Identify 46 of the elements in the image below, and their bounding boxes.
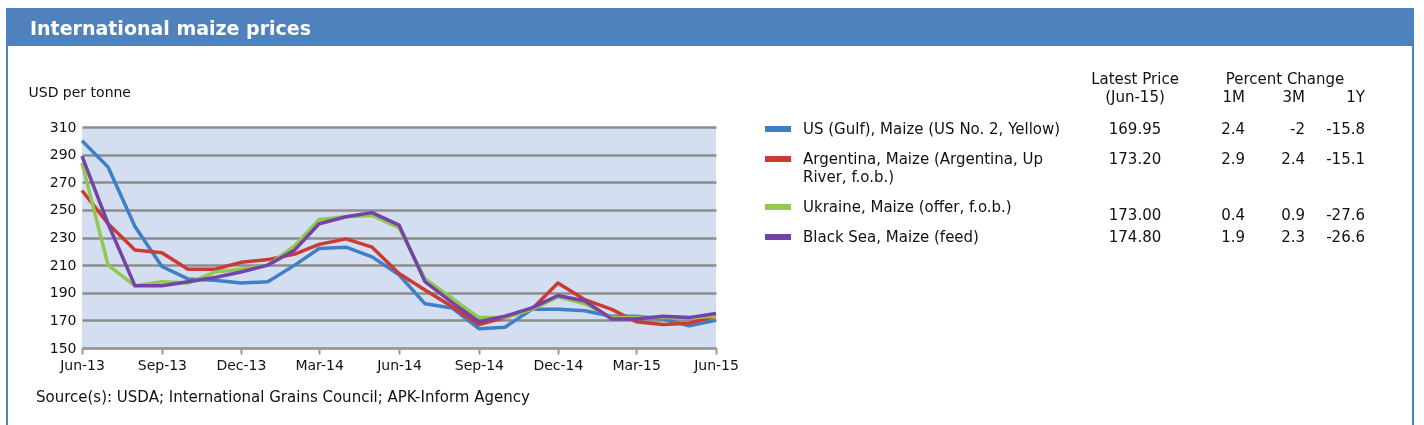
text: 0.9 <box>1280 205 1305 226</box>
x-tick-label: Mar-14 <box>295 356 344 373</box>
y-tick-label: 170 <box>49 311 77 328</box>
text: 2.9 <box>1220 150 1245 170</box>
x-tick-label: Dec-14 <box>533 356 584 373</box>
text: -15.8 <box>1325 119 1365 140</box>
text: 3M <box>1281 88 1305 106</box>
text: 0.4 <box>1220 205 1245 226</box>
text: 1M <box>1221 88 1245 106</box>
chart-title: International maize prices <box>8 10 1412 46</box>
text: -15.1 <box>1325 150 1365 170</box>
text: 169.95 <box>1107 119 1163 140</box>
y-tick-label: 250 <box>49 201 77 218</box>
legend-label: Argentina, Maize (Argentina, Up River, f.o.b.) <box>803 150 1044 188</box>
x-tick-label: Jun-15 <box>693 356 739 373</box>
text: Percent Change <box>1224 70 1346 88</box>
text: 2.3 <box>1280 228 1305 246</box>
y-tick-label: 210 <box>49 256 77 273</box>
y-tick-label: 270 <box>49 173 77 190</box>
text: -2 <box>1289 119 1305 140</box>
x-tick-label: Mar-15 <box>612 356 661 373</box>
text: 174.80 <box>1107 228 1163 246</box>
text: Latest Price (Jun-15) <box>1090 70 1180 106</box>
text: 2.4 <box>1220 119 1245 140</box>
text: -26.6 <box>1325 228 1365 246</box>
legend-label: US (Gulf), Maize (US No. 2, Yellow) <box>803 119 1062 140</box>
text: 173.00 <box>1107 205 1163 226</box>
y-tick-label: 190 <box>49 284 77 301</box>
x-tick-label: Sep-13 <box>137 356 188 373</box>
x-tick-label: Sep-14 <box>454 356 505 373</box>
x-tick-label: Jun-13 <box>59 356 105 373</box>
legend-label: Black Sea, Maize (feed) <box>803 228 980 246</box>
text: 173.20 <box>1107 150 1163 170</box>
text: 2.4 <box>1280 150 1305 170</box>
text: 1.9 <box>1220 228 1245 246</box>
y-tick-label: 150 <box>49 339 77 356</box>
source-note: Source(s): USDA; International Grains Council; APK-Inform Agency <box>36 388 530 406</box>
x-tick-label: Jun-14 <box>376 356 422 373</box>
y-tick-label: 290 <box>49 146 77 163</box>
y-tick-label: 310 <box>49 118 77 135</box>
y-axis-title: USD per tonne <box>28 83 131 100</box>
text: 1Y <box>1345 88 1365 106</box>
y-tick-label: 230 <box>49 229 77 245</box>
legend-label: Ukraine, Maize (offer, f.o.b.) <box>803 198 1013 218</box>
text: -27.6 <box>1325 205 1365 226</box>
x-tick-label: Dec-13 <box>216 356 267 373</box>
